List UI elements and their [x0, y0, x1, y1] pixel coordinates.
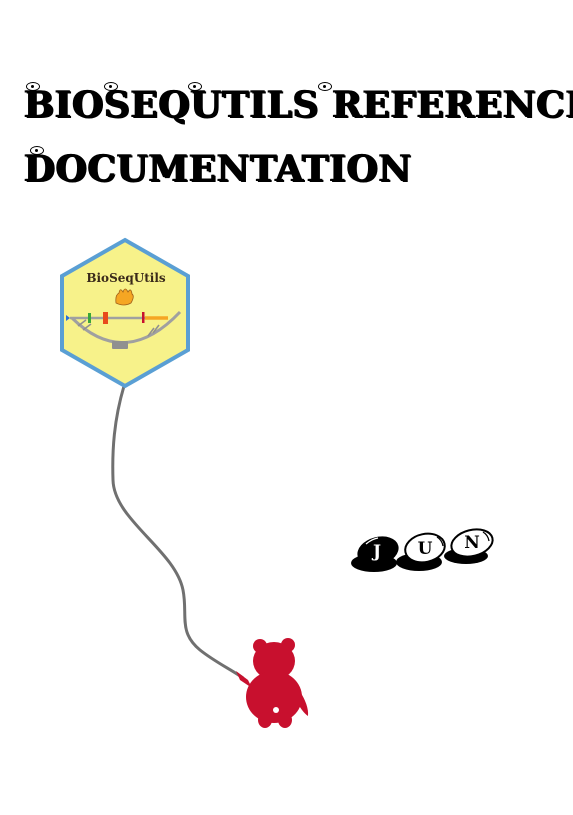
- sequence-arrow-icon: [66, 315, 70, 321]
- biosequtils-hex-logo: BioSeqUtils: [60, 237, 190, 389]
- sequence-marker: [88, 313, 91, 323]
- stone-letter-j: J: [351, 536, 399, 572]
- sequence-marker: [142, 312, 145, 323]
- hand-icon: [115, 288, 134, 306]
- letter-eyes-decoration: [104, 82, 118, 91]
- bear-figure: [236, 638, 309, 728]
- logo-package-name: BioSeqUtils: [86, 271, 166, 285]
- letter-eyes-decoration: [318, 82, 332, 91]
- sequence-marker: [103, 312, 108, 324]
- stone-letter-text: J: [371, 542, 381, 562]
- balloon-string: [111, 385, 244, 680]
- stone-letter-u: U: [396, 532, 446, 571]
- document-title-line-2: DOCUMENTATION: [24, 148, 412, 190]
- chromosome-ticks: [77, 319, 160, 337]
- chromosome-block: [112, 341, 128, 349]
- letter-eyes-decoration: [188, 82, 202, 91]
- letter-eyes-decoration: [30, 146, 44, 155]
- stone-letter-n: N: [444, 528, 494, 564]
- stone-letter-text: U: [418, 539, 433, 559]
- document-title-line-1: BIOSEQUTILS REFERENCE: [24, 84, 573, 126]
- stone-letter-text: N: [464, 533, 480, 553]
- letter-eyes-decoration: [26, 82, 40, 91]
- author-mark-jun: J U N: [351, 528, 494, 572]
